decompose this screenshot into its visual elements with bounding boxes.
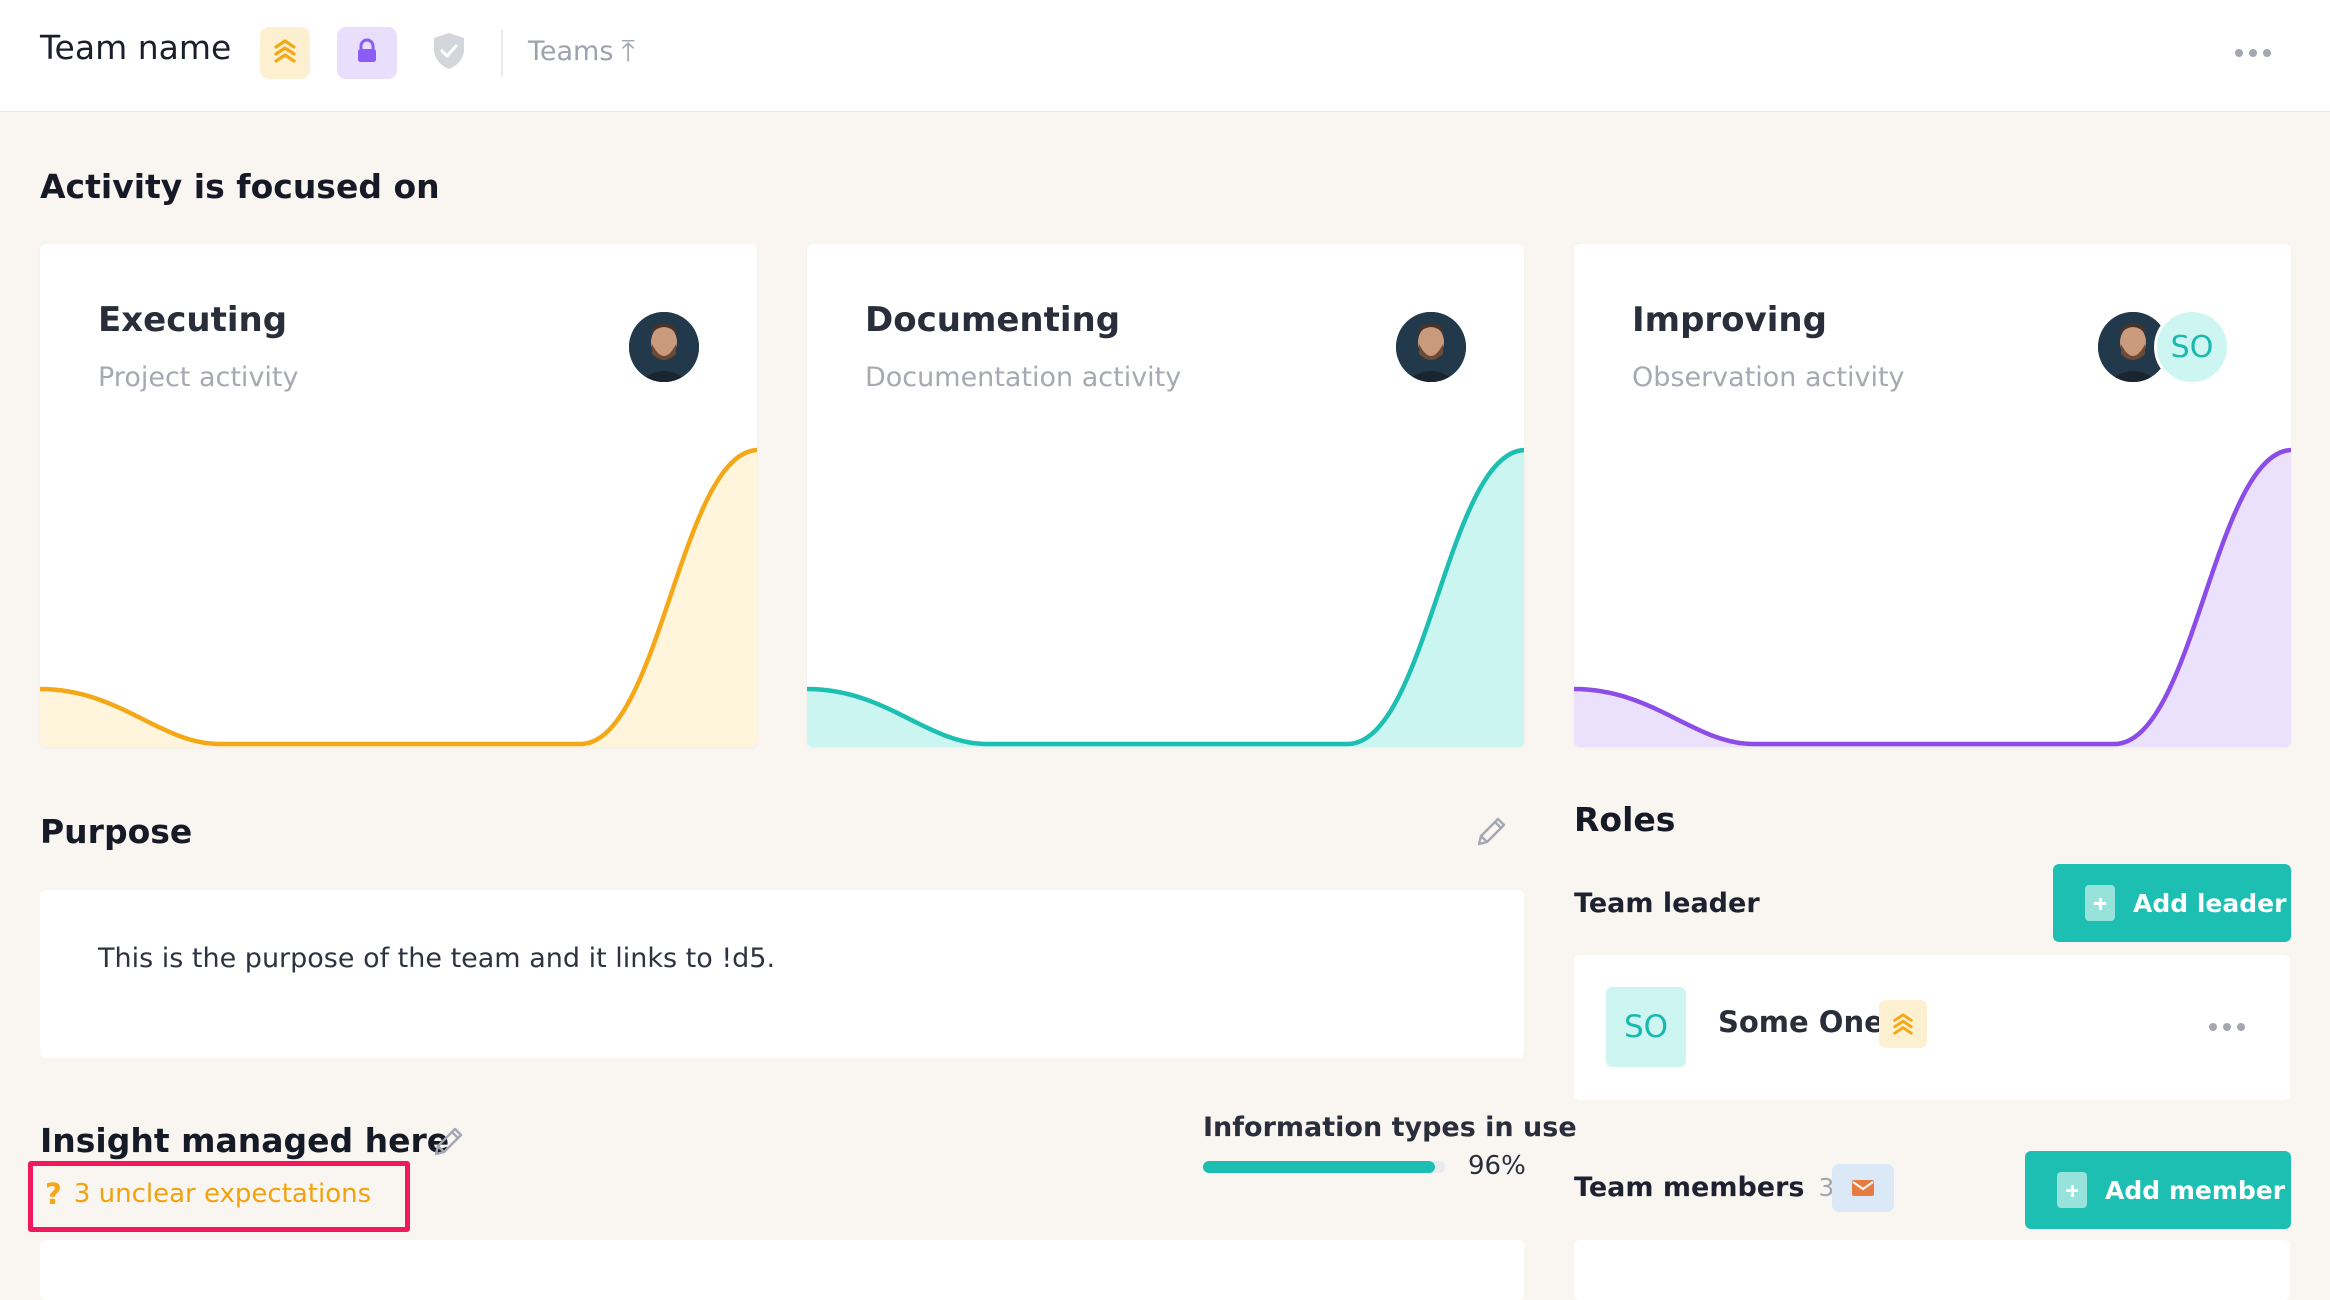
avatar[interactable] xyxy=(629,312,699,382)
rank-chevrons-icon xyxy=(273,38,297,68)
edit-insight-button[interactable] xyxy=(428,1122,468,1162)
add-member-button[interactable]: Add member xyxy=(2025,1151,2291,1229)
leader-more-options-button[interactable] xyxy=(2204,1010,2250,1044)
more-icon xyxy=(2209,1023,2217,1031)
insight-card xyxy=(40,1240,1524,1300)
team-members-count: 3 xyxy=(1818,1173,1835,1202)
activity-card-subtitle: Observation activity xyxy=(1632,362,1905,393)
leader-name[interactable]: Some One xyxy=(1718,1005,1884,1039)
add-leader-button[interactable]: Add leader xyxy=(2053,864,2291,942)
question-mark-icon: ? xyxy=(45,1177,62,1211)
info-types-progress-bar xyxy=(1203,1161,1445,1173)
avatar[interactable] xyxy=(1396,312,1466,382)
team-leader-label: Team leader xyxy=(1574,888,1760,919)
purpose-section-title: Purpose xyxy=(40,812,193,851)
person-photo-icon xyxy=(629,312,699,382)
activity-curve-documenting xyxy=(807,447,1524,747)
activity-card-title: Improving xyxy=(1632,300,1827,340)
avatar: SO xyxy=(1606,987,1686,1067)
activity-card-title: Documenting xyxy=(865,300,1121,340)
activity-curve-improving xyxy=(1574,447,2291,747)
pencil-icon xyxy=(1477,817,1506,846)
avatar[interactable] xyxy=(2098,312,2168,382)
info-types-progress-fill xyxy=(1203,1161,1436,1173)
add-document-icon xyxy=(2085,885,2115,921)
avatar-initials[interactable]: SO xyxy=(2154,309,2230,385)
team-name-title[interactable]: Team name xyxy=(40,28,232,67)
person-photo-icon xyxy=(2098,312,2168,382)
email-members-button[interactable] xyxy=(1832,1164,1894,1212)
activity-curve-executing xyxy=(40,447,757,747)
activity-card-improving[interactable]: Improving Observation activity SO xyxy=(1574,244,2291,747)
info-types-label: Information types in use xyxy=(1203,1112,1577,1143)
activity-card-documenting[interactable]: Documenting Documentation activity xyxy=(807,244,1524,747)
shield-badge[interactable] xyxy=(428,27,470,79)
envelope-icon xyxy=(1852,1180,1874,1196)
members-card xyxy=(1574,1240,2290,1300)
edit-purpose-button[interactable] xyxy=(1471,812,1511,852)
more-icon xyxy=(2235,49,2243,57)
add-document-icon xyxy=(2057,1172,2087,1208)
header-divider xyxy=(501,30,503,76)
lock-icon xyxy=(355,38,379,68)
lock-badge[interactable] xyxy=(337,27,397,79)
team-members-title: Team members xyxy=(1574,1172,1805,1203)
activity-card-title: Executing xyxy=(98,300,288,340)
team-members-label: Team members 3 xyxy=(1574,1172,1834,1203)
rank-chevrons-icon xyxy=(1893,1013,1913,1035)
leader-rank-badge xyxy=(1879,1000,1927,1048)
leader-card[interactable]: SO Some One xyxy=(1574,955,2290,1100)
shield-check-icon xyxy=(432,31,466,75)
top-bar: Team name Teams ⤒ xyxy=(0,0,2330,112)
unclear-expectations-link[interactable]: ? 3 unclear expectations xyxy=(45,1177,371,1211)
more-options-button[interactable] xyxy=(2230,36,2276,70)
info-types-percent: 96% xyxy=(1468,1151,1526,1181)
insight-section-title: Insight managed here xyxy=(40,1121,450,1160)
person-photo-icon xyxy=(1396,312,1466,382)
purpose-card: This is the purpose of the team and it l… xyxy=(40,890,1524,1058)
activity-card-executing[interactable]: Executing Project activity xyxy=(40,244,757,747)
activity-card-subtitle: Documentation activity xyxy=(865,362,1182,393)
pencil-icon xyxy=(434,1127,463,1156)
arrow-up-icon: ⤒ xyxy=(621,33,635,69)
roles-section-title: Roles xyxy=(1574,800,1676,839)
teams-breadcrumb-link[interactable]: Teams ⤒ xyxy=(528,36,635,67)
rank-badge[interactable] xyxy=(260,27,310,79)
add-leader-label: Add leader xyxy=(2133,888,2287,918)
purpose-text[interactable]: This is the purpose of the team and it l… xyxy=(98,943,776,974)
unclear-expectations-text: 3 unclear expectations xyxy=(73,1179,372,1209)
add-member-label: Add member xyxy=(2105,1175,2286,1205)
highlight-box xyxy=(28,1161,410,1232)
activity-card-subtitle: Project activity xyxy=(98,362,299,393)
teams-link-label: Teams xyxy=(528,36,614,67)
activity-section-title: Activity is focused on xyxy=(40,167,440,206)
